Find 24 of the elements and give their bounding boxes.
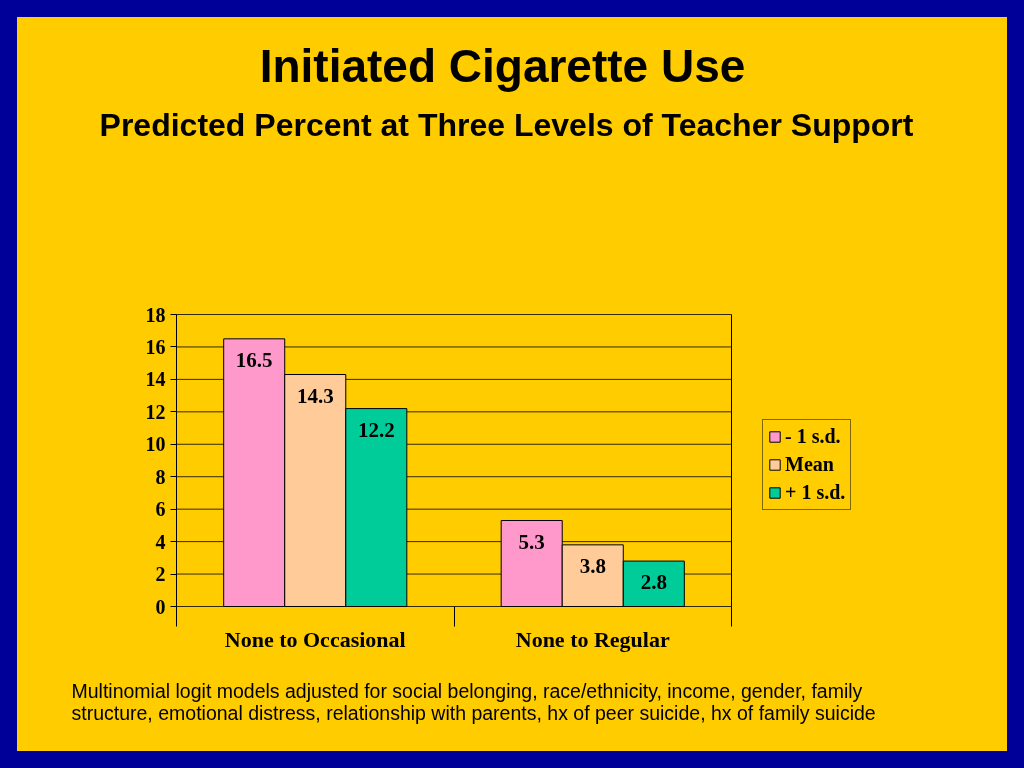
- data-label: 2.8: [640, 570, 667, 595]
- data-label: 5.3: [518, 529, 545, 554]
- data-label: 14.3: [296, 383, 334, 408]
- x-tick-label: None to Occasional: [224, 626, 406, 652]
- legend-label: Mean: [785, 453, 834, 476]
- x-tick-label: None to Regular: [515, 626, 670, 652]
- data-label: 12.2: [357, 417, 395, 442]
- chart-subtitle: Predicted Percent at Three Levels of Teacher Support: [99, 106, 914, 143]
- data-label: 3.8: [579, 553, 606, 578]
- y-tick-label: 10: [145, 433, 166, 456]
- chart-title: Initiated Cigarette Use: [259, 39, 746, 92]
- y-tick-label: 6: [155, 498, 166, 521]
- y-tick-label: 8: [155, 465, 166, 488]
- legend-label: + 1 s.d.: [785, 481, 846, 504]
- y-tick-label: 2: [155, 563, 166, 586]
- y-tick-label: 4: [155, 530, 166, 553]
- y-tick-label: 0: [155, 595, 166, 618]
- y-tick-label: 14: [145, 368, 166, 391]
- text: Multinomial logit models adjusted for social belonging, race/ethnicity, income, gender, family structure, emotional distress, relationship with parents, hx of peer suicide, hx of family suicide: [71, 679, 876, 724]
- y-tick-label: 12: [145, 400, 166, 423]
- legend-label: - 1 s.d.: [785, 425, 841, 448]
- data-label: 16.5: [235, 347, 273, 372]
- y-tick-label: 18: [145, 303, 166, 326]
- y-tick-label: 16: [145, 335, 166, 358]
